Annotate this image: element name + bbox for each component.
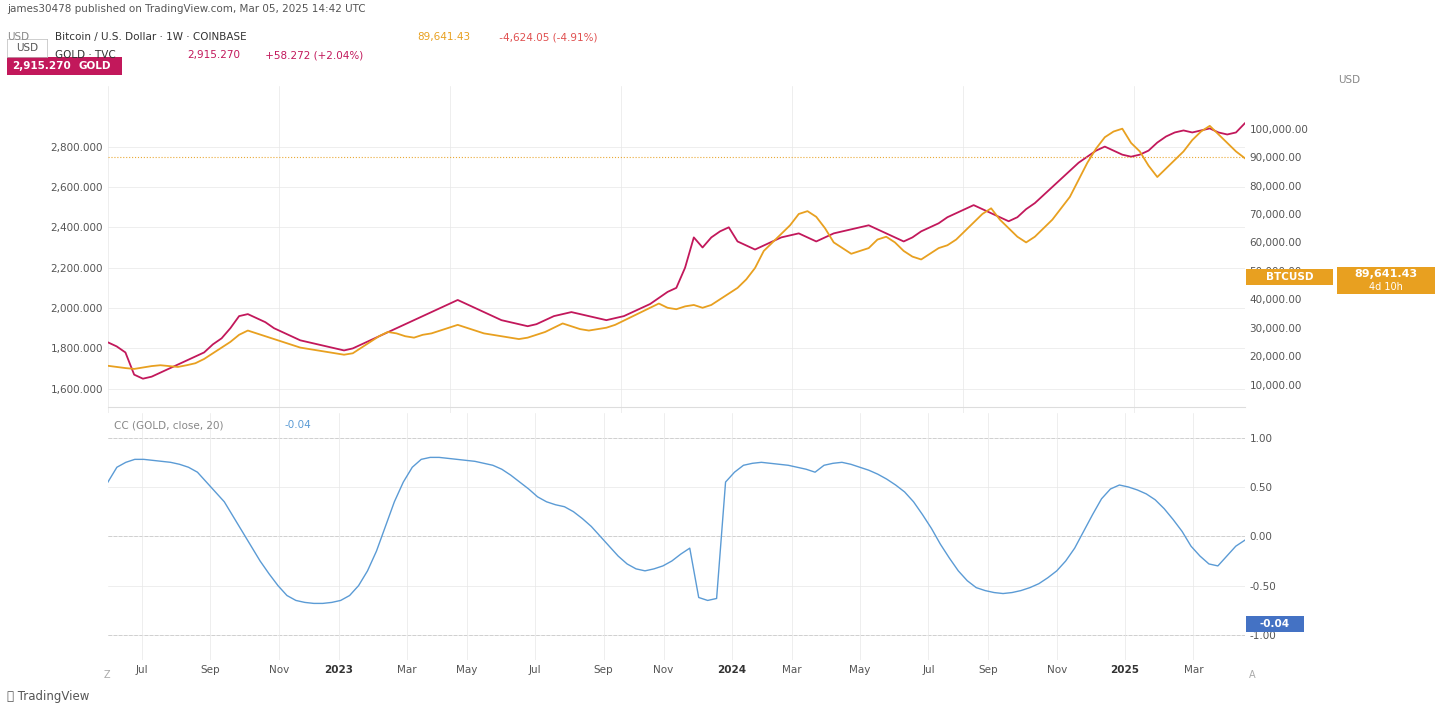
Text: 📊 TradingView: 📊 TradingView bbox=[7, 690, 89, 703]
Text: GOLD · TVC: GOLD · TVC bbox=[55, 50, 115, 60]
Text: -0.04: -0.04 bbox=[1261, 619, 1289, 629]
Text: 2,915.270: 2,915.270 bbox=[187, 50, 240, 60]
Text: USD: USD bbox=[7, 32, 29, 42]
Text: 2,915.270: 2,915.270 bbox=[12, 61, 71, 70]
Text: 89,641.43: 89,641.43 bbox=[1354, 270, 1417, 280]
Text: GOLD: GOLD bbox=[79, 61, 111, 70]
Text: BTCUSD: BTCUSD bbox=[1265, 272, 1314, 282]
Text: 89,641.43: 89,641.43 bbox=[417, 32, 471, 42]
Text: -0.04: -0.04 bbox=[283, 420, 311, 430]
Text: -4,624.05 (-4.91%): -4,624.05 (-4.91%) bbox=[496, 32, 599, 42]
Text: Bitcoin / U.S. Dollar · 1W · COINBASE: Bitcoin / U.S. Dollar · 1W · COINBASE bbox=[55, 32, 246, 42]
Text: Z: Z bbox=[104, 670, 111, 680]
Text: james30478 published on TradingView.com, Mar 05, 2025 14:42 UTC: james30478 published on TradingView.com,… bbox=[7, 4, 366, 14]
Text: USD: USD bbox=[1338, 75, 1360, 85]
Text: USD: USD bbox=[16, 43, 39, 52]
Text: +58.272 (+2.04%): +58.272 (+2.04%) bbox=[262, 50, 363, 60]
Text: A: A bbox=[1249, 670, 1256, 680]
Text: CC (GOLD, close, 20): CC (GOLD, close, 20) bbox=[114, 420, 223, 430]
Text: 4d 10h: 4d 10h bbox=[1368, 282, 1403, 292]
